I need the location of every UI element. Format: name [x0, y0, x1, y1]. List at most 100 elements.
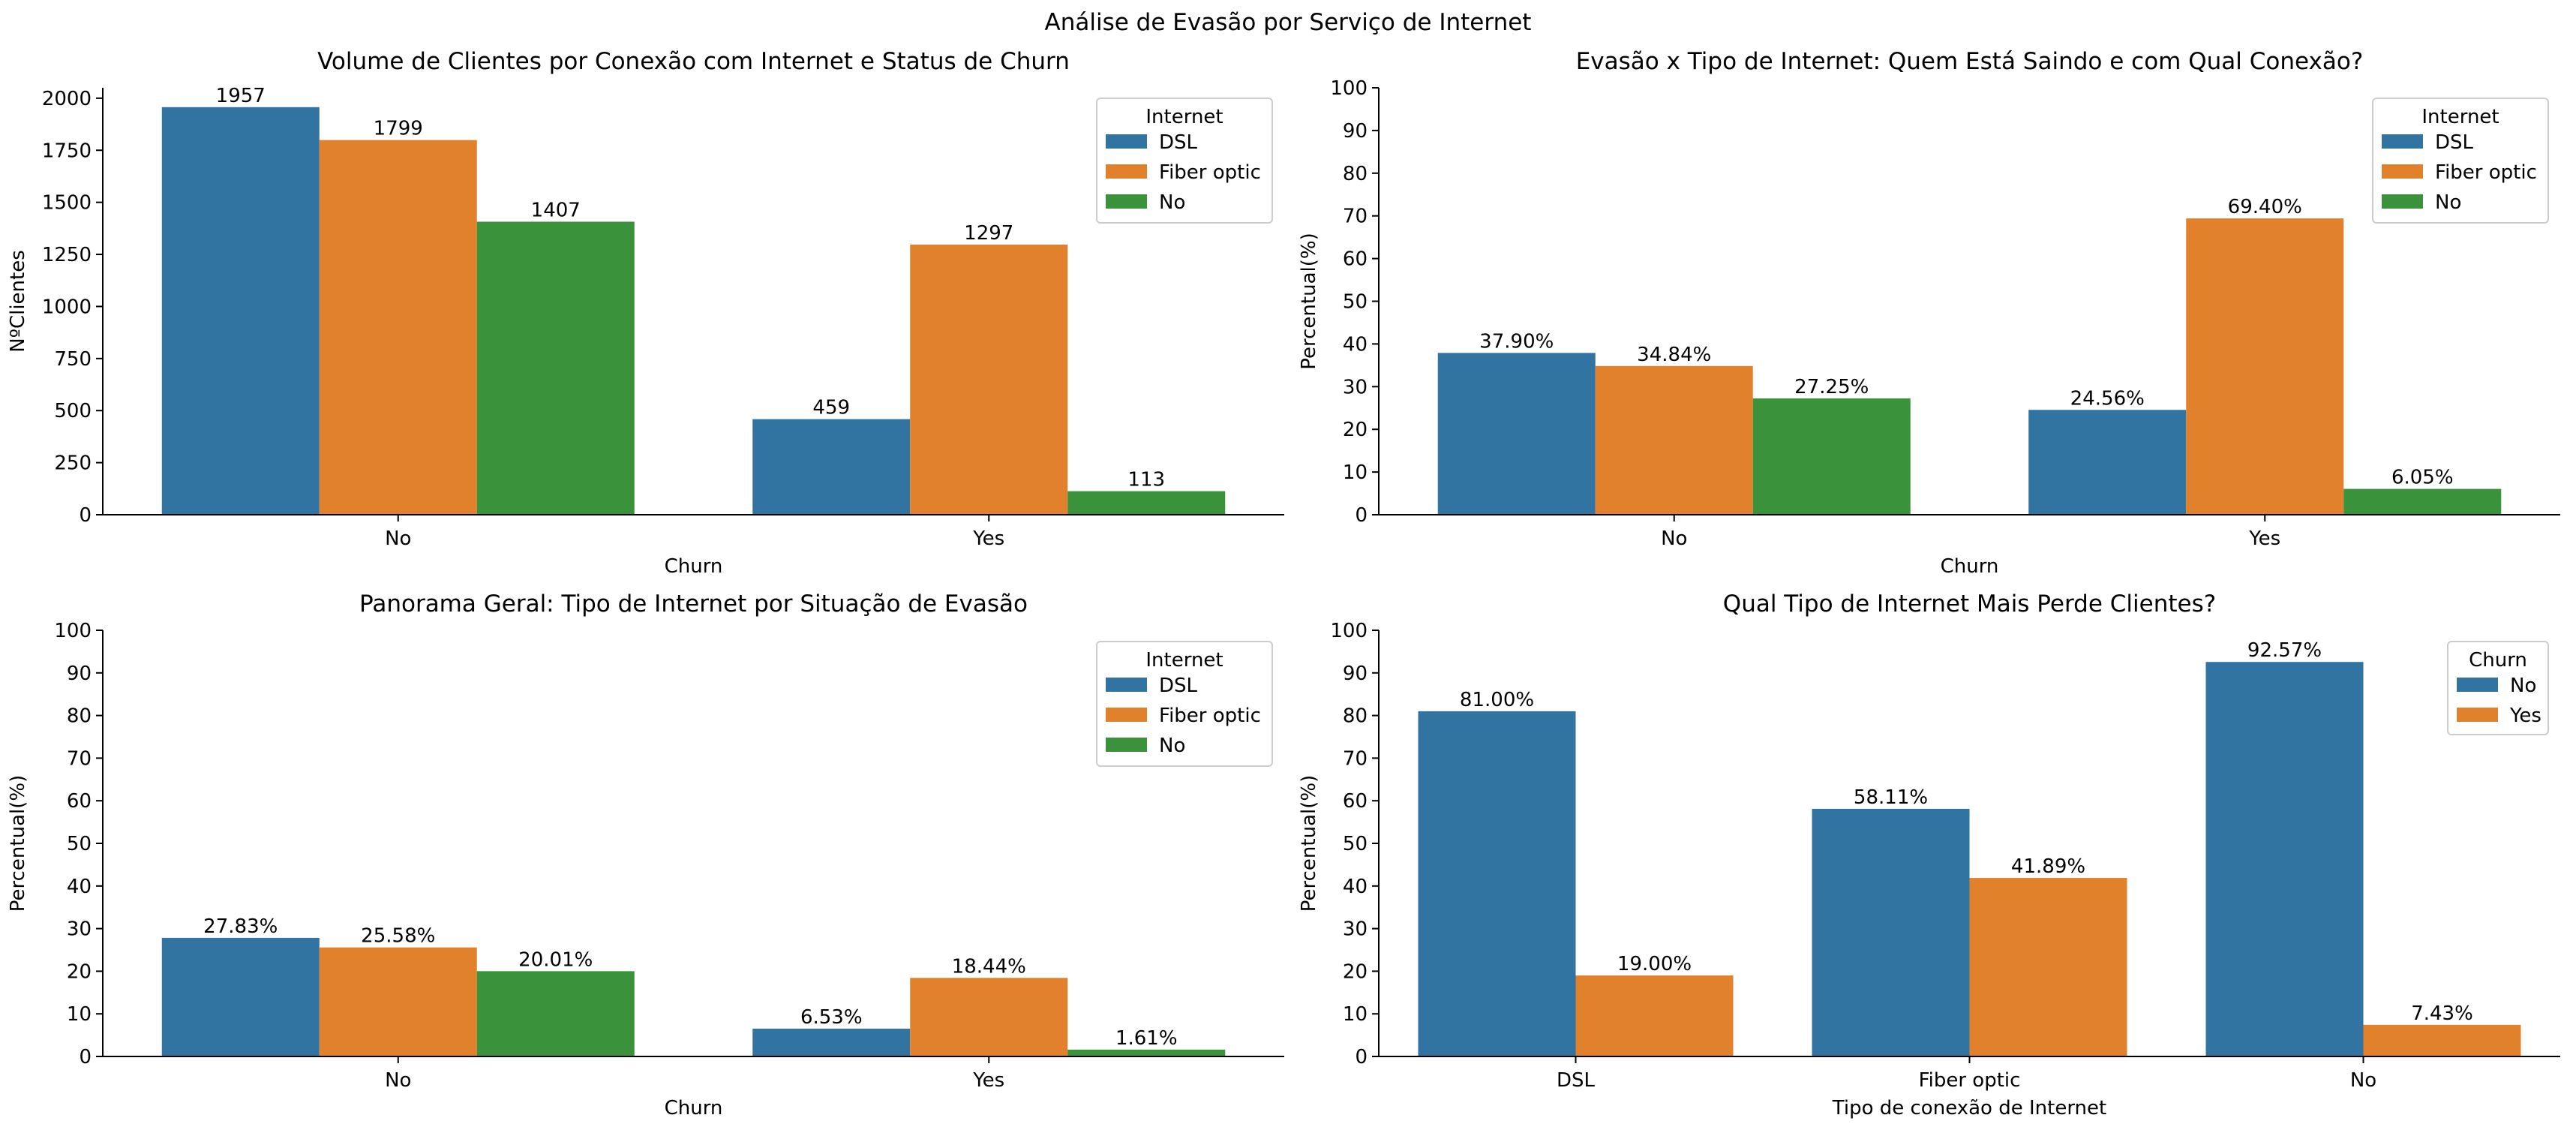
- legend-entry-label: Yes: [2509, 705, 2541, 727]
- bar-value-label: 92.57%: [2247, 639, 2322, 662]
- bar-no: [476, 221, 635, 515]
- bar-dsl: [2028, 410, 2187, 515]
- x-tick-label: No: [385, 1069, 411, 1092]
- legend-frame: [2372, 98, 2549, 224]
- bar-dsl: [752, 419, 911, 515]
- bar-value-label: 1.61%: [1115, 1027, 1178, 1050]
- bar-value-label: 459: [812, 397, 850, 419]
- y-tick-label: 250: [54, 452, 92, 475]
- y-axis-label: Percentual(%): [7, 775, 29, 912]
- bar-value-label: 27.25%: [1794, 376, 1869, 398]
- chart-panel-3: Panorama Geral: Tipo de Internet por Sit…: [7, 591, 1284, 1119]
- legend-swatch: [1106, 134, 1147, 149]
- y-tick-label: 20: [1343, 419, 1368, 441]
- y-tick-label: 60: [1343, 790, 1368, 813]
- legend-swatch: [2382, 134, 2423, 149]
- chart-title: Evasão x Tipo de Internet: Quem Está Sai…: [1576, 48, 2364, 75]
- bar-value-label: 41.89%: [2011, 855, 2085, 878]
- y-tick-label: 0: [79, 504, 92, 527]
- chart-title: Volume de Clientes por Conexão com Inter…: [317, 48, 1070, 75]
- y-tick-label: 500: [54, 400, 92, 422]
- bar-value-label: 37.90%: [1479, 330, 1554, 353]
- bar-value-label: 69.40%: [2228, 196, 2302, 218]
- bar-yes: [2363, 1024, 2521, 1056]
- y-tick-label: 0: [1355, 504, 1368, 527]
- legend-swatch: [1106, 708, 1147, 722]
- bar-no: [476, 971, 635, 1056]
- y-tick-label: 40: [1343, 876, 1368, 898]
- legend: Churn No Yes: [2447, 641, 2549, 735]
- y-axis-label: Percentual(%): [1298, 775, 1320, 912]
- y-tick-label: 90: [1343, 663, 1368, 685]
- legend-swatch: [1106, 164, 1147, 179]
- y-tick-label: 2000: [42, 88, 92, 110]
- legend: Internet DSL Fiber optic No: [2372, 98, 2549, 224]
- y-tick-label: 40: [67, 876, 92, 898]
- legend-swatch: [2457, 708, 2498, 722]
- bar-fiber-optic: [1595, 365, 1753, 515]
- y-tick-label: 30: [67, 918, 92, 941]
- x-tick-label: Yes: [972, 1069, 1004, 1092]
- y-tick-label: 90: [1343, 120, 1368, 143]
- x-tick-label: Yes: [2248, 527, 2280, 550]
- y-tick-label: 70: [67, 747, 92, 770]
- bar-dsl: [161, 937, 320, 1056]
- bar-value-label: 1957: [216, 85, 266, 107]
- x-tick-label: Fiber optic: [1919, 1069, 2021, 1092]
- y-tick-label: 10: [67, 1003, 92, 1026]
- y-tick-label: 0: [79, 1046, 92, 1068]
- bar-fiber-optic: [2186, 218, 2344, 515]
- y-tick-label: 10: [1343, 1003, 1368, 1026]
- bar-value-label: 1407: [531, 199, 581, 221]
- y-tick-label: 90: [67, 663, 92, 685]
- y-tick-label: 1500: [42, 192, 92, 215]
- legend-entry-label: No: [1159, 735, 1185, 757]
- x-tick-label: No: [385, 527, 411, 550]
- y-tick-label: 70: [1343, 206, 1368, 228]
- bar-no: [1418, 711, 1576, 1056]
- x-axis-label: Tipo de conexão de Internet: [1832, 1097, 2106, 1119]
- y-tick-label: 80: [1343, 163, 1368, 185]
- y-tick-label: 60: [67, 790, 92, 813]
- y-tick-label: 70: [1343, 747, 1368, 770]
- chart-panel-2: Evasão x Tipo de Internet: Quem Está Sai…: [1298, 48, 2560, 578]
- y-tick-label: 100: [1330, 77, 1368, 100]
- bar-dsl: [1437, 353, 1596, 515]
- bar-fiber-optic: [319, 140, 477, 515]
- y-tick-label: 40: [1343, 333, 1368, 356]
- legend-entry-label: Fiber optic: [1159, 705, 1261, 727]
- bar-value-label: 20.01%: [518, 948, 593, 971]
- legend-entry-label: Fiber optic: [2435, 161, 2537, 184]
- x-axis-label: Churn: [1941, 555, 1999, 578]
- legend-swatch: [1106, 738, 1147, 752]
- bar-no: [1812, 808, 1970, 1056]
- bar-value-label: 27.83%: [203, 915, 278, 938]
- legend-swatch: [2382, 164, 2423, 179]
- legend-title: Internet: [1145, 106, 1223, 128]
- y-tick-label: 0: [1355, 1046, 1368, 1068]
- legend-frame: [1096, 641, 1273, 767]
- y-tick-label: 100: [54, 620, 92, 642]
- x-axis-label: Churn: [665, 555, 723, 578]
- bar-yes: [1575, 975, 1734, 1056]
- y-tick-label: 60: [1343, 248, 1368, 271]
- bar-fiber-optic: [910, 978, 1068, 1056]
- bar-value-label: 113: [1127, 469, 1165, 491]
- bar-no: [1067, 1049, 1226, 1056]
- x-tick-label: Yes: [972, 527, 1004, 550]
- legend-title: Internet: [2421, 106, 2499, 128]
- y-tick-label: 100: [1330, 620, 1368, 642]
- legend-entry-label: No: [1159, 191, 1185, 214]
- y-tick-label: 20: [1343, 960, 1368, 983]
- chart-panel-4: Qual Tipo de Internet Mais Perde Cliente…: [1298, 591, 2560, 1119]
- y-tick-label: 50: [67, 833, 92, 855]
- y-tick-label: 1250: [42, 244, 92, 266]
- x-tick-label: DSL: [1557, 1069, 1596, 1092]
- y-tick-label: 10: [1343, 461, 1368, 484]
- legend-entry-label: Fiber optic: [1159, 161, 1261, 184]
- y-tick-label: 50: [1343, 833, 1368, 855]
- legend: Internet DSL Fiber optic No: [1096, 641, 1273, 767]
- legend-entry-label: DSL: [1159, 675, 1198, 697]
